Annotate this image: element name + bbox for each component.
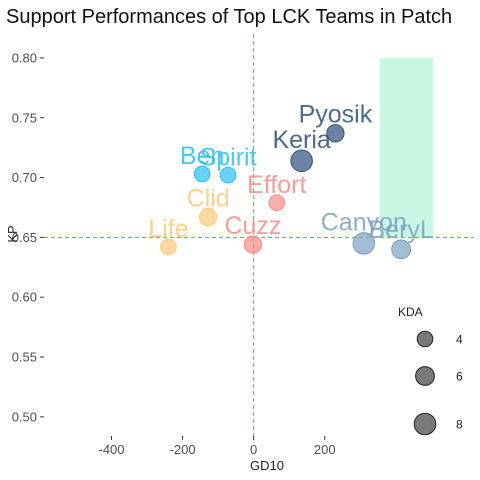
point-label-effort: Effort: [247, 171, 306, 199]
size-legend-label: 4: [456, 333, 463, 347]
y-axis: 0.50 0.55 0.60 0.65 0.70 0.75 0.80: [12, 50, 44, 424]
x-tick-label: -200: [170, 442, 196, 457]
size-legend-label: 8: [456, 418, 463, 432]
y-tick-label: 0.60: [12, 290, 37, 305]
size-legend: KDA 4 6 8: [398, 305, 463, 436]
y-tick-label: 0.80: [12, 50, 37, 65]
x-axis-label: GD10: [250, 458, 284, 473]
y-tick-label: 0.55: [12, 350, 37, 365]
x-tick-label: -400: [99, 442, 125, 457]
data-points: [160, 124, 412, 260]
data-point-effort: [268, 194, 286, 211]
highlight-region: [379, 57, 434, 238]
x-axis: -400 -200 0 200: [99, 436, 336, 457]
data-point-clid: [199, 207, 218, 227]
size-legend-label: 6: [456, 370, 463, 384]
point-label-keria: Keria: [272, 126, 330, 154]
data-point-beryl: [391, 239, 412, 260]
chart-title: Support Performances of Top LCK Teams in…: [6, 6, 452, 28]
y-tick-label: 0.65: [12, 230, 37, 245]
data-point-ben: [193, 165, 211, 183]
x-tick-label: 0: [250, 442, 257, 457]
reference-lines: [44, 34, 474, 436]
y-axis-label: KP: [5, 225, 20, 242]
data-point-life: [160, 238, 177, 256]
y-tick-label: 0.75: [12, 110, 37, 125]
data-point-spirit: [219, 166, 237, 184]
x-tick-label: 200: [314, 442, 336, 457]
data-point-pyosik: [326, 124, 345, 143]
size-legend-circle: [413, 412, 437, 436]
size-legend-circle: [415, 366, 435, 386]
data-point-cuzz: [243, 235, 263, 254]
point-label-beryl: BeryL: [368, 216, 433, 244]
y-tick-label: 0.70: [12, 170, 37, 185]
highlight-rect: [379, 57, 434, 238]
point-label-ben: Ben: [180, 142, 224, 170]
point-label-life: Life: [148, 215, 188, 243]
point-label-canyon: Canyon: [321, 209, 407, 237]
size-legend-circle: [416, 330, 434, 348]
point-label-pyosik: Pyosik: [299, 101, 373, 129]
point-label-clid: Clid: [187, 184, 230, 212]
data-point-keria: [290, 149, 313, 173]
point-label-cuzz: Cuzz: [224, 212, 281, 240]
point-label-spirit: Spirit: [200, 143, 257, 171]
y-tick-label: 0.50: [12, 409, 37, 424]
size-legend-title: KDA: [398, 305, 423, 319]
data-point-canyon: [352, 232, 376, 255]
